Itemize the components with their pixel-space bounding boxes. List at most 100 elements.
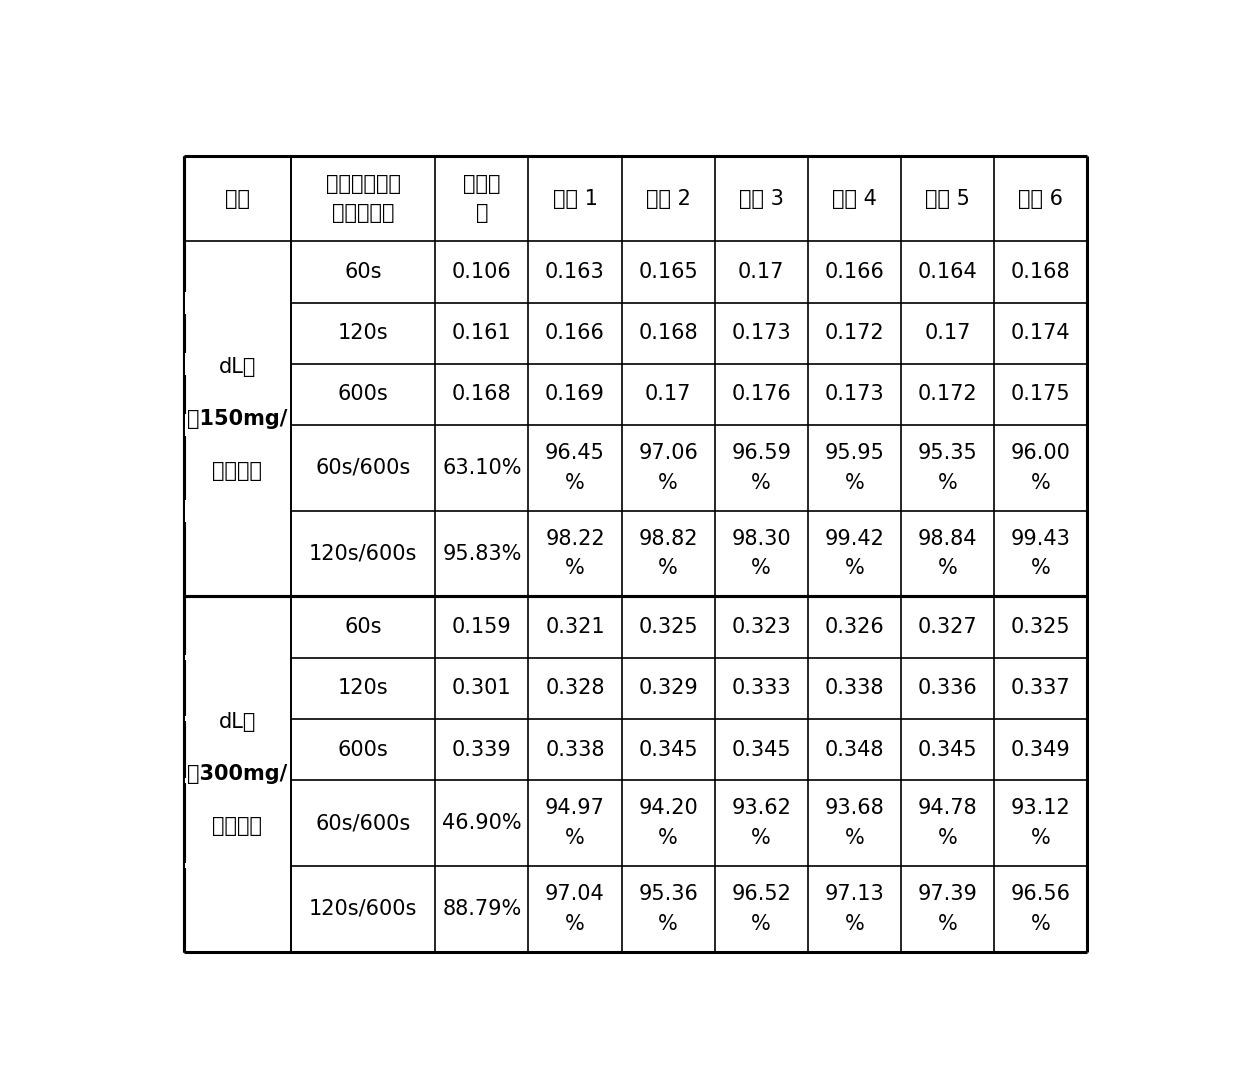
Text: 96.52
%: 96.52 % [732, 883, 791, 934]
Text: 98.30
%: 98.30 % [732, 529, 791, 579]
Text: 0.301: 0.301 [453, 678, 512, 698]
Text: 98.22
%: 98.22 % [546, 529, 605, 579]
Text: 0.172: 0.172 [918, 384, 977, 405]
Text: 配方 6: 配方 6 [1018, 188, 1063, 209]
Text: 0.327: 0.327 [918, 617, 977, 638]
Text: 0.326: 0.326 [825, 617, 884, 638]
Bar [185, 716, 290, 721]
Text: 0.339: 0.339 [451, 740, 512, 759]
Text: 93.62
%: 93.62 % [732, 799, 791, 848]
Text: dL）: dL） [218, 712, 257, 732]
Text: 0.169: 0.169 [546, 384, 605, 405]
Text: dL）: dL） [218, 357, 257, 376]
Text: （300mg/: （300mg/ [187, 764, 288, 784]
Text: 97.39
%: 97.39 % [918, 883, 977, 934]
Bar [185, 499, 290, 521]
Bar [185, 778, 290, 782]
Text: 93.12
%: 93.12 % [1011, 799, 1070, 848]
Text: 0.166: 0.166 [825, 262, 884, 282]
Text: 0.166: 0.166 [546, 323, 605, 343]
Text: 0.172: 0.172 [825, 323, 884, 343]
Text: 98.82
%: 98.82 % [639, 529, 698, 579]
Text: 0.345: 0.345 [732, 740, 791, 759]
Bar [185, 292, 290, 313]
Text: 配方 3: 配方 3 [739, 188, 784, 209]
Bar [185, 864, 290, 868]
Text: 0.349: 0.349 [1011, 740, 1070, 759]
Text: 0.337: 0.337 [1011, 678, 1070, 698]
Text: 配方 4: 配方 4 [832, 188, 877, 209]
Text: 0.176: 0.176 [732, 384, 791, 405]
Text: （150mg/: （150mg/ [187, 409, 288, 429]
Text: 600s: 600s [337, 384, 388, 405]
Text: 0.17: 0.17 [645, 384, 691, 405]
Text: 0.173: 0.173 [732, 323, 791, 343]
Text: 样本: 样本 [224, 188, 250, 209]
Text: 0.345: 0.345 [918, 740, 977, 759]
Text: 0.175: 0.175 [1011, 384, 1070, 405]
Text: 0.328: 0.328 [546, 678, 605, 698]
Text: 95.83%: 95.83% [443, 544, 522, 564]
Bar [185, 655, 290, 660]
Text: 0.17: 0.17 [924, 323, 971, 343]
Text: 0.323: 0.323 [732, 617, 791, 638]
Text: 95.95
%: 95.95 % [825, 443, 884, 493]
Text: 配方 1: 配方 1 [553, 188, 598, 209]
Text: 96.45
%: 96.45 % [546, 443, 605, 493]
Text: 120s/600s: 120s/600s [309, 544, 418, 564]
Text: 60s: 60s [345, 262, 382, 282]
Text: 0.321: 0.321 [546, 617, 605, 638]
Text: 0.159: 0.159 [451, 617, 512, 638]
Text: 97.13
%: 97.13 % [825, 883, 884, 934]
Text: 0.333: 0.333 [732, 678, 791, 698]
Text: 0.345: 0.345 [639, 740, 698, 759]
Text: 0.348: 0.348 [825, 740, 884, 759]
Text: 0.173: 0.173 [825, 384, 884, 405]
Text: 120s: 120s [337, 678, 388, 698]
Text: 99.42
%: 99.42 % [825, 529, 884, 579]
Text: 0.106: 0.106 [451, 262, 512, 282]
Text: 95.36
%: 95.36 % [639, 883, 698, 934]
Bar [185, 353, 290, 374]
Text: 0.168: 0.168 [639, 323, 698, 343]
Text: 120s: 120s [337, 323, 388, 343]
Text: 0.338: 0.338 [825, 678, 884, 698]
Text: 0.336: 0.336 [918, 678, 977, 698]
Text: 0.338: 0.338 [546, 740, 605, 759]
Text: 96.59
%: 96.59 % [732, 443, 791, 493]
Text: 93.68
%: 93.68 % [825, 799, 884, 848]
Text: 63.10%: 63.10% [443, 458, 522, 478]
Text: 600s: 600s [337, 740, 388, 759]
Text: 88.79%: 88.79% [443, 899, 522, 918]
Text: 配方 5: 配方 5 [925, 188, 970, 209]
Text: 配方 2: 配方 2 [646, 188, 691, 209]
Text: 97.04
%: 97.04 % [546, 883, 605, 934]
Text: 不同时间吸光
度值及比值: 不同时间吸光 度值及比值 [326, 174, 401, 223]
Text: 94.78
%: 94.78 % [918, 799, 977, 848]
Text: 97.06
%: 97.06 % [639, 443, 698, 493]
Text: 98.84
%: 98.84 % [918, 529, 977, 579]
Text: 94.20
%: 94.20 % [639, 799, 698, 848]
Text: 0.161: 0.161 [451, 323, 512, 343]
Text: 低值样本: 低值样本 [212, 461, 263, 481]
Text: 市售试
剂: 市售试 剂 [463, 174, 501, 223]
Text: 60s/600s: 60s/600s [315, 813, 410, 833]
Text: 0.325: 0.325 [1011, 617, 1070, 638]
Text: 120s/600s: 120s/600s [309, 899, 418, 918]
Text: 高值样本: 高值样本 [212, 816, 263, 836]
Text: 94.97
%: 94.97 % [546, 799, 605, 848]
Text: 0.17: 0.17 [738, 262, 785, 282]
Text: 0.164: 0.164 [918, 262, 977, 282]
Text: 0.325: 0.325 [639, 617, 698, 638]
Text: 60s/600s: 60s/600s [315, 458, 410, 478]
Text: 96.00
%: 96.00 % [1011, 443, 1070, 493]
Text: 46.90%: 46.90% [441, 813, 522, 833]
Text: 0.168: 0.168 [453, 384, 512, 405]
Text: 0.165: 0.165 [639, 262, 698, 282]
Text: 99.43
%: 99.43 % [1011, 529, 1070, 579]
Text: 60s: 60s [345, 617, 382, 638]
Bar [185, 415, 290, 436]
Text: 0.163: 0.163 [546, 262, 605, 282]
Text: 0.329: 0.329 [639, 678, 698, 698]
Text: 95.35
%: 95.35 % [918, 443, 977, 493]
